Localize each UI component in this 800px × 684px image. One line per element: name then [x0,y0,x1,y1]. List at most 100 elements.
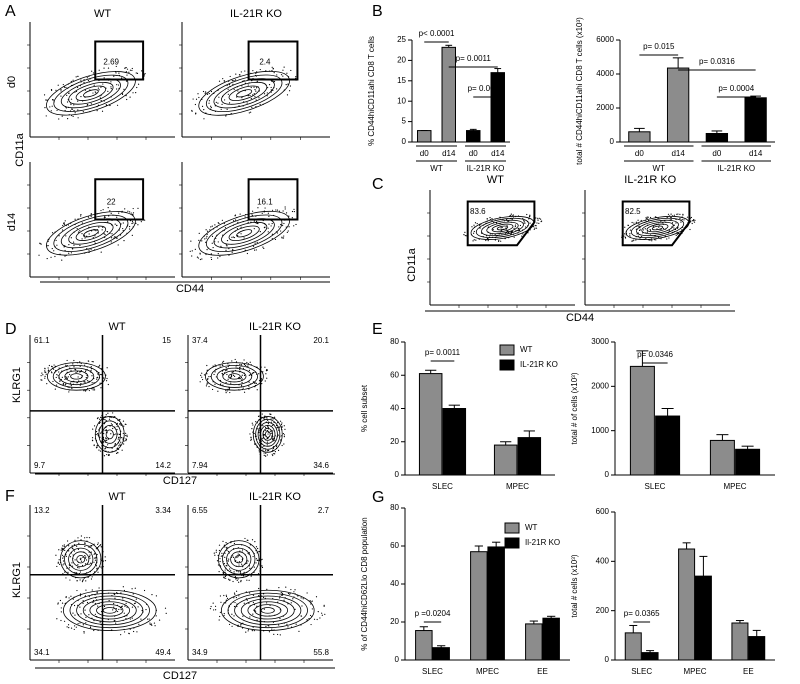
gate [247,40,299,81]
event-dot [206,382,208,384]
event-dot [100,209,102,212]
event-dot [52,380,54,383]
event-dot [235,596,237,599]
event-dot [642,229,645,231]
contour [228,373,241,380]
y-tick-label: 25 [397,35,406,44]
event-dot [277,449,280,451]
event-dot [225,595,228,598]
event-dot [77,75,79,78]
event-dot [80,215,82,217]
event-dot [79,622,81,624]
event-dot [125,432,127,434]
event-dot [82,600,84,602]
p-value: p= 0.0004 [718,84,754,93]
event-dot [236,228,239,230]
event-dot [282,69,284,71]
event-dot [255,421,257,423]
event-dot [96,378,98,380]
event-dot [225,115,227,117]
event-dot [53,364,55,366]
event-dot [113,603,115,605]
contour [227,592,308,629]
event-dot [236,556,238,559]
event-dot [108,599,110,602]
event-dot [92,361,94,363]
event-dot [210,226,212,228]
event-dot [627,224,629,226]
event-dot [210,90,213,93]
event-dot [68,244,70,246]
event-dot [221,372,223,375]
contour [96,604,124,617]
event-dot [263,417,266,419]
y-tick-label: 6000 [596,35,614,44]
event-dot [67,118,69,120]
quadrant-value: 20.1 [313,336,329,345]
event-dot [94,242,96,244]
event-dot [155,595,157,597]
event-dot [63,620,66,622]
event-dot [70,98,73,100]
event-dot [534,224,536,227]
panel-letter: A [5,3,16,20]
contour [68,82,114,105]
contour [234,555,244,564]
event-dot [66,626,68,628]
event-dot [273,80,276,83]
contour [60,218,121,249]
event-dot [117,84,120,86]
event-dot [197,257,199,259]
event-dot [72,248,74,250]
event-dot [111,416,113,419]
event-dot [96,110,98,112]
event-dot [135,222,137,224]
event-dot [271,424,274,426]
contour [255,419,281,450]
contour [98,420,122,449]
event-dot [220,245,222,247]
event-dot [210,258,213,261]
event-dot [68,252,70,254]
event-dot [104,233,106,236]
event-dot [223,562,225,565]
event-dot [267,426,270,428]
contour [204,362,264,391]
event-dot [68,567,71,569]
event-dot [486,218,489,220]
event-dot [230,382,232,384]
contour [70,373,83,380]
event-dot [226,549,228,551]
event-dot [77,376,79,378]
event-dot [647,216,649,218]
event-dot [214,364,216,366]
event-dot [240,624,242,626]
event-dot [53,368,55,370]
event-dot [95,230,97,232]
event-dot [126,74,128,76]
event-dot [119,444,121,446]
event-dot [129,69,132,71]
event-dot [282,237,285,239]
y-tick-label: 20 [390,617,399,626]
event-dot [246,361,248,364]
event-dot [226,565,228,567]
event-dot [217,257,219,259]
event-dot [106,367,108,369]
event-dot [207,93,209,95]
contour [60,540,102,579]
event-dot [290,69,292,72]
row-label: d0 [6,76,18,88]
event-dot [103,605,106,607]
event-dot [251,422,253,424]
event-dot [237,578,239,580]
event-dot [123,631,126,633]
event-dot [249,433,251,435]
event-dot [266,92,268,94]
event-dot [228,578,230,580]
event-dot [103,432,105,435]
event-dot [266,368,268,371]
event-dot [252,94,254,96]
legend-label: WT [520,345,533,354]
event-dot [84,370,87,373]
